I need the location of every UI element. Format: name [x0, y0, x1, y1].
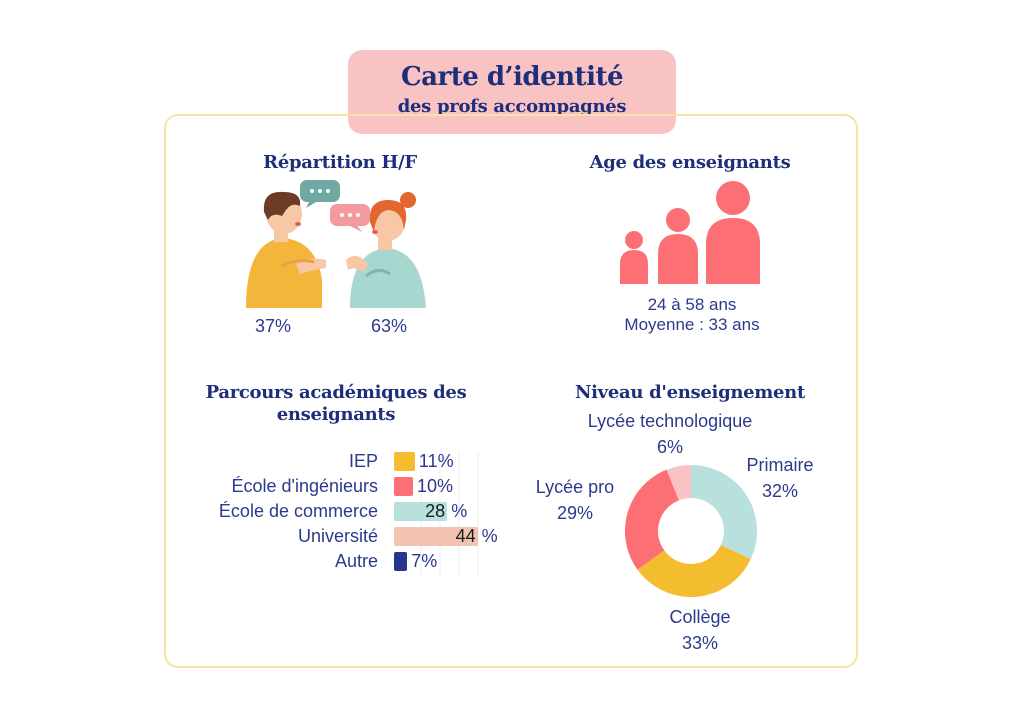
bar-category-label: IEP [348, 451, 378, 471]
person-large-icon [706, 181, 760, 284]
bar [394, 527, 478, 546]
person-medium-icon [658, 208, 698, 284]
donut-label-name: Primaire [746, 455, 814, 475]
age-people-icons [620, 181, 760, 284]
donut-label-value: 32% [761, 481, 799, 501]
donut-label-value: 29% [556, 503, 594, 523]
bar-value-label: 11% [418, 451, 454, 471]
donut-label-lycee-pro: Lycée pro 29% [520, 474, 630, 526]
bar-unit-label: % [451, 501, 468, 521]
bar-value-label: 10% [417, 476, 454, 496]
donut-slice [637, 545, 751, 597]
speech-bubble-pink-icon [330, 204, 370, 232]
female-percentage: 63% [371, 316, 408, 336]
bar-value-label: 44 [455, 526, 476, 546]
bar-category-label: École de commerce [218, 501, 378, 521]
bar-value-label: 28 [425, 501, 446, 521]
bar [394, 452, 415, 471]
donut-label-value: 33% [681, 633, 719, 653]
title-banner: Carte d’identité des profs accompagnés [348, 50, 676, 134]
donut-slice [666, 465, 691, 501]
bar [394, 502, 448, 521]
donut-chart-title: Niveau d'enseignement [574, 382, 805, 403]
info-card [164, 114, 858, 668]
donut-label-name: Lycée technologique [587, 411, 753, 431]
woman-figure-icon [346, 192, 426, 308]
donut-label-name: Collège [669, 607, 731, 627]
age-heading: Age des enseignants [589, 152, 791, 173]
speech-bubble-teal-icon [300, 180, 340, 208]
bar-value-label: 7% [411, 551, 438, 571]
man-figure-icon [246, 191, 326, 308]
bar-chart-title: Parcours académiques des enseignants [205, 382, 467, 425]
page-subtitle: des profs accompagnés [397, 96, 627, 117]
gender-heading: Répartition H/F [263, 152, 417, 173]
age-average: Moyenne : 33 ans [624, 315, 760, 334]
person-small-icon [620, 231, 648, 284]
page-title: Carte d’identité [400, 62, 624, 92]
donut-label-value: 6% [656, 437, 683, 457]
bar-unit-label: % [481, 526, 498, 546]
donut-label-lycee-techno: Lycée technologique 6% [560, 408, 780, 460]
donut-label-primaire: Primaire 32% [730, 452, 830, 504]
donut-slice [691, 465, 757, 560]
bar [394, 477, 413, 496]
donut-label-college: Collège 33% [640, 604, 760, 656]
people-talking-illustration [246, 180, 426, 308]
donut-slice [625, 469, 679, 570]
age-range: 24 à 58 ans [647, 295, 737, 314]
bar-category-label: Autre [334, 551, 378, 571]
bar [394, 552, 408, 571]
bar-category-label: Université [297, 526, 378, 546]
bar-category-label: École d'ingénieurs [231, 476, 378, 496]
male-percentage: 37% [255, 316, 292, 336]
donut-label-name: Lycée pro [535, 477, 615, 497]
donut-chart [625, 465, 757, 597]
